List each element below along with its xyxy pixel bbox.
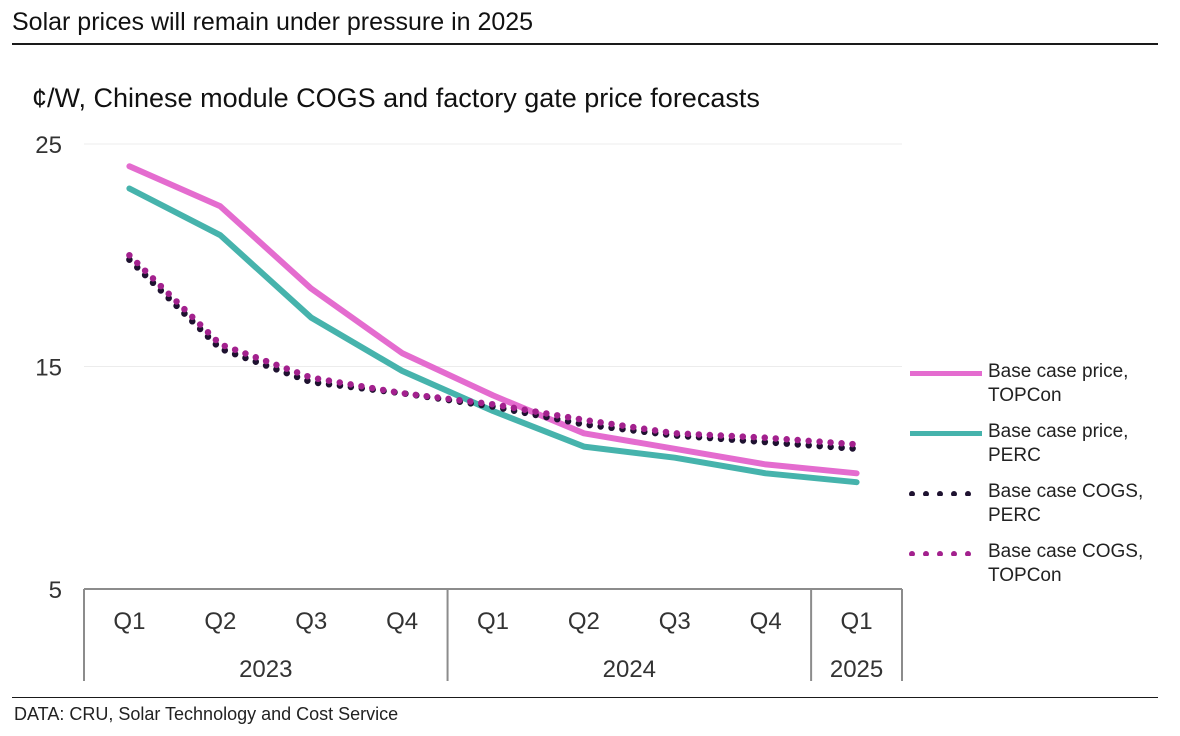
y-tick-label: 25 [35, 132, 62, 159]
year-label: 2025 [830, 656, 883, 683]
legend-swatch-perc-price [910, 431, 982, 436]
legend-swatch-topcon-cogs [909, 551, 984, 556]
x-tick-label: Q4 [386, 608, 418, 635]
legend-item: Base case price, PERC [908, 420, 1168, 480]
x-tick-label: Q3 [659, 608, 691, 635]
x-tick-label: Q2 [568, 608, 600, 635]
year-label: 2023 [239, 656, 292, 683]
legend-label: Base case price, TOPCon [988, 361, 1129, 406]
x-tick-label: Q1 [113, 608, 145, 635]
series-line [126, 163, 860, 477]
series-line [126, 252, 860, 448]
series-line [126, 256, 860, 453]
legend-label: Base case COGS, TOPCon [988, 541, 1144, 586]
legend-item: Base case COGS, TOPCon [908, 540, 1168, 600]
legend-item: Base case COGS, PERC [908, 480, 1168, 540]
chart-title: Solar prices will remain under pressure … [12, 8, 534, 36]
legend-label: Base case price, PERC [988, 421, 1129, 466]
y-tick-label: 5 [49, 577, 62, 604]
x-tick-label: Q4 [750, 608, 782, 635]
legend-swatch-perc-cogs [909, 491, 984, 496]
legend-swatch-topcon-price [910, 371, 982, 376]
legend-label: Base case COGS, PERC [988, 481, 1144, 526]
footer-divider [12, 697, 1158, 698]
legend-item: Base case price, TOPCon [908, 360, 1168, 420]
year-label: 2024 [603, 656, 656, 683]
x-tick-label: Q3 [295, 608, 327, 635]
x-tick-label: Q2 [204, 608, 236, 635]
source-note: DATA: CRU, Solar Technology and Cost Ser… [14, 704, 399, 724]
y-tick-label: 15 [35, 355, 62, 382]
x-tick-label: Q1 [477, 608, 509, 635]
series-line [126, 185, 860, 486]
x-tick-label: Q1 [841, 608, 873, 635]
chart-subtitle: ¢/W, Chinese module COGS and factory gat… [32, 83, 760, 113]
chart-legend: Base case price, TOPCon Base case price,… [908, 360, 1168, 600]
title-divider [12, 43, 1158, 45]
